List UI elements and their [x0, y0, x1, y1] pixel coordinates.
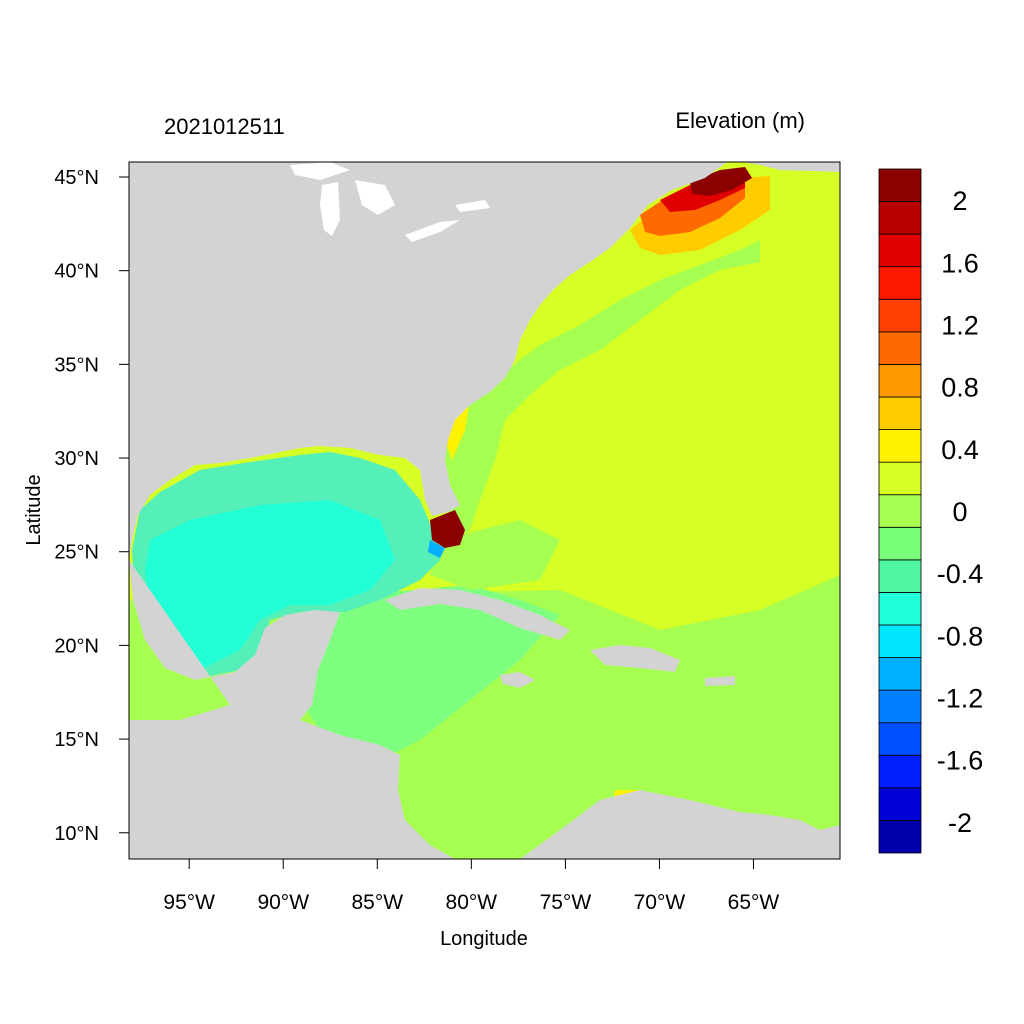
colorbar-swatch [878, 592, 922, 626]
y-axis-title: Latitude [23, 474, 45, 545]
lake-michigan [320, 182, 340, 236]
colorbar-swatch [878, 787, 922, 821]
timestamp-title: 2021012511 [164, 114, 285, 139]
colorbar-swatch [878, 526, 922, 561]
hispaniola-land [590, 645, 680, 672]
colorbar-label: 0.4 [941, 435, 979, 465]
colorbar-labels: 2 1.6 1.2 0.8 0.4 0 -0.4 -0.8 -1.2 -1.6 -2 [937, 186, 984, 838]
florida-neg-pocket [428, 540, 445, 558]
colorbar-swatch [878, 201, 922, 235]
colorbar-label: 2 [952, 186, 967, 216]
colorbar-swatch [878, 266, 922, 300]
colorbar-label: 0 [952, 497, 967, 527]
gulf-deep-basin [145, 500, 395, 670]
caribbean-west-basin [300, 585, 560, 760]
lon-tick-label: 65°W [728, 891, 780, 914]
colorbar-swatch [878, 657, 922, 691]
colorbar-label: -1.2 [937, 684, 984, 714]
gulf-of-maine-surge-core [690, 167, 752, 196]
lon-tick-label: 90°W [257, 891, 309, 914]
lake-superior [290, 162, 350, 180]
colorbar-swatch [878, 754, 922, 789]
longitude-ticks: 95°W 90°W 85°W 80°W 75°W 70°W 65°W [163, 859, 779, 914]
field-label-title: Elevation (m) [675, 108, 805, 133]
x-axis-title: Longitude [440, 928, 528, 950]
map-frame [128, 161, 841, 860]
colorbar-swatch [878, 168, 922, 202]
lon-tick-label: 80°W [446, 891, 498, 914]
lat-tick-label: 40°N [54, 261, 99, 283]
lat-tick-label: 30°N [54, 448, 99, 470]
colorbar-swatch [878, 494, 922, 528]
colorbar-swatch [878, 429, 922, 463]
colorbar-swatch [878, 820, 922, 854]
great-lakes [290, 162, 490, 242]
lake-erie [405, 220, 460, 242]
north-america-land [129, 162, 840, 560]
lon-tick-label: 75°W [540, 891, 592, 914]
colorbar-label: -0.8 [937, 621, 984, 651]
lon-tick-label: 95°W [163, 891, 215, 914]
lon-tick-label: 85°W [351, 891, 403, 914]
lon-tick-label: 70°W [634, 891, 686, 914]
colorbar-swatch [878, 233, 922, 268]
colorbar-swatch [878, 722, 922, 756]
colorbar-swatch [878, 689, 922, 724]
lake-ontario [455, 200, 490, 212]
colorbar-swatch [878, 461, 922, 496]
lat-tick-label: 45°N [54, 167, 99, 189]
lake-huron [355, 180, 395, 215]
colorbar-swatch [878, 331, 922, 365]
colorbar-label: 1.6 [941, 248, 979, 278]
lat-tick-label: 35°N [54, 354, 99, 376]
south-america-land [520, 790, 840, 859]
jamaica-land [500, 672, 535, 688]
colorbar-label: -1.6 [937, 746, 984, 776]
cuba-land [385, 588, 570, 640]
colorbar-label: -2 [948, 808, 972, 838]
lat-tick-label: 10°N [54, 823, 99, 845]
colorbar-label: -0.4 [937, 559, 984, 589]
colorbar-label: 0.8 [941, 373, 979, 403]
land-masses [129, 162, 840, 859]
puerto-rico-land [705, 676, 735, 686]
colorbar-swatch [878, 396, 922, 430]
mexico-central-america-land [129, 560, 455, 859]
colorbar-swatch [878, 364, 922, 398]
lat-tick-label: 20°N [54, 635, 99, 657]
map-panel [129, 162, 840, 859]
colorbar-swatch [878, 559, 922, 593]
colorbar-swatch [878, 624, 922, 658]
atlantic-shelf [440, 240, 760, 540]
latitude-ticks: 45°N 40°N 35°N 30°N 25°N 20°N 15°N 10°N [54, 167, 129, 845]
colorbar-swatch [878, 298, 922, 333]
colorbar-label: 1.2 [941, 310, 979, 340]
colorbar [878, 168, 922, 854]
florida-sw-surge [430, 510, 465, 548]
lat-tick-label: 15°N [54, 729, 99, 751]
lat-tick-label: 25°N [54, 542, 99, 564]
